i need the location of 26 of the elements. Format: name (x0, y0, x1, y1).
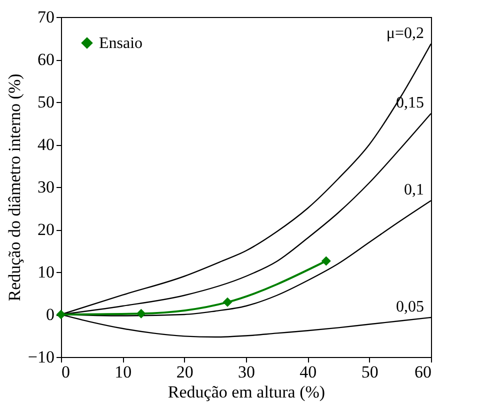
y-tick-label: 30 (38, 178, 54, 196)
point (321, 256, 331, 266)
series-label: 0,1 (404, 182, 424, 199)
y-tick-label: 60 (38, 50, 54, 69)
point (136, 308, 146, 318)
series-label: μ=0,2 (386, 24, 424, 42)
y-tick-label: 20 (38, 220, 54, 239)
y-axis-title: Redução do diâmetro interno (%) (4, 74, 24, 302)
x-tick-label: 30 (238, 362, 255, 382)
series-label: 0,05 (396, 298, 424, 316)
y-tick-label: 10 (38, 262, 54, 282)
x-tick-label: 40 (300, 362, 317, 382)
y-tick-label: 70 (38, 8, 54, 26)
y-tick-label: −10 (28, 348, 54, 366)
x-tick-label: 60 (414, 362, 432, 382)
y-tick-label: 40 (38, 135, 54, 154)
point (222, 297, 232, 307)
x-tick-label: 50 (361, 362, 378, 382)
x-tick-label: 10 (114, 362, 132, 382)
legend-label: Ensaio (99, 35, 143, 52)
x-tick-label: 0 (62, 362, 70, 382)
x-tick-label: 20 (176, 362, 194, 382)
y-tick-label: 50 (38, 92, 54, 112)
y-tick-label: 0 (46, 305, 54, 324)
x-axis-title: Redução em altura (%) (168, 382, 326, 402)
series-label: 0,15 (396, 94, 424, 112)
